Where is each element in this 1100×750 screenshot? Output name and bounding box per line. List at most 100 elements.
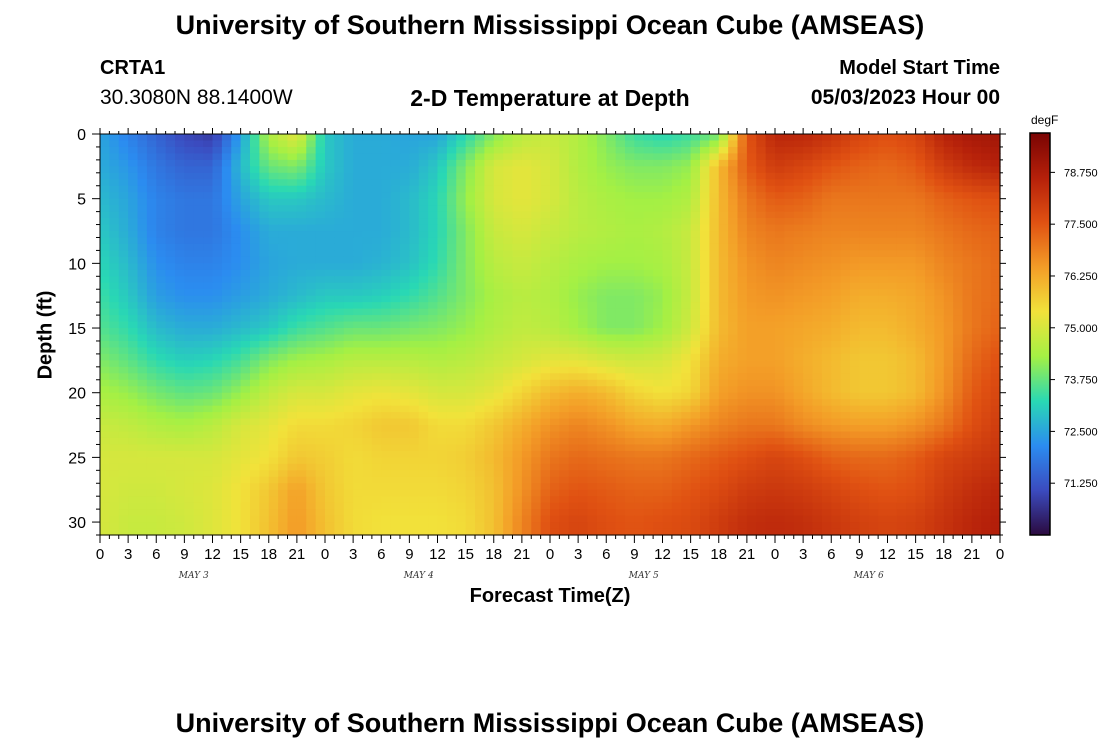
heatmap-cell <box>240 250 251 258</box>
heatmap-cell <box>971 282 982 290</box>
heatmap-cell <box>465 302 476 310</box>
heatmap-cell <box>756 211 767 219</box>
heatmap-cell <box>821 146 832 155</box>
heatmap-cell <box>578 457 589 465</box>
heatmap-cell <box>615 166 626 174</box>
heatmap-cell <box>568 431 579 439</box>
heatmap-cell <box>850 295 860 303</box>
heatmap-cell <box>343 282 354 290</box>
heatmap-cell <box>475 192 485 200</box>
heatmap-cell <box>128 399 139 407</box>
heatmap-cell <box>100 308 110 316</box>
heatmap-cell <box>962 373 973 381</box>
heatmap-cell <box>821 192 832 200</box>
heatmap-cell <box>362 315 373 323</box>
heatmap-cell <box>287 340 298 349</box>
heatmap-cell <box>634 289 645 297</box>
heatmap-cell <box>662 450 673 458</box>
heatmap-cell <box>915 457 926 465</box>
heatmap-cell <box>859 444 870 452</box>
heatmap-cell <box>165 353 176 361</box>
heatmap-cell <box>587 231 598 239</box>
heatmap-cell <box>746 289 757 297</box>
heatmap-cell <box>550 250 560 258</box>
heatmap-cell <box>812 373 823 381</box>
heatmap-cell <box>512 166 523 174</box>
heatmap-cell <box>203 353 214 361</box>
heatmap-cell <box>615 250 626 258</box>
heatmap-cell <box>165 340 176 349</box>
heatmap-cell <box>175 392 185 400</box>
heatmap-cell <box>390 231 401 239</box>
heatmap-cell <box>821 166 832 174</box>
heatmap-cell <box>165 179 176 187</box>
heatmap-cell <box>278 399 289 407</box>
heatmap-cell <box>859 282 870 290</box>
heatmap-cell <box>503 353 514 361</box>
heatmap-cell <box>100 366 110 374</box>
heatmap-cell <box>484 425 495 433</box>
heatmap-cell <box>231 172 242 180</box>
heatmap-cell <box>615 366 626 374</box>
heatmap-cell <box>334 347 345 355</box>
heatmap-cell <box>475 328 485 336</box>
heatmap-cell <box>493 295 504 303</box>
heatmap-cell <box>718 282 729 290</box>
heatmap-cell <box>531 289 542 297</box>
heatmap-cell <box>887 463 898 471</box>
heatmap-cell <box>859 231 870 239</box>
heatmap-cell <box>240 347 251 355</box>
heatmap-cell <box>343 211 354 219</box>
heatmap-cell <box>653 166 664 174</box>
heatmap-cell <box>559 140 570 148</box>
heatmap-cell <box>915 134 926 142</box>
heatmap-cell <box>203 134 214 142</box>
heatmap-cell <box>156 172 167 180</box>
heatmap-cell <box>981 347 992 355</box>
heatmap-cell <box>756 146 767 155</box>
heatmap-cell <box>596 457 607 465</box>
heatmap-cell <box>353 263 364 271</box>
heatmap-cell <box>934 392 945 400</box>
heatmap-cell <box>990 218 1001 226</box>
heatmap-cell <box>690 366 701 374</box>
heatmap-cell <box>906 308 917 316</box>
heatmap-cell <box>746 269 757 277</box>
heatmap-cell <box>568 179 579 187</box>
heatmap-cell <box>146 450 157 458</box>
heatmap-cell <box>146 347 157 355</box>
heatmap-cell <box>550 425 560 433</box>
heatmap-cell <box>606 360 617 368</box>
heatmap-cell <box>268 179 279 187</box>
heatmap-cell <box>728 146 739 155</box>
heatmap-cell <box>775 134 785 142</box>
heatmap-cell <box>793 373 804 381</box>
heatmap-cell <box>821 198 832 206</box>
heatmap-cell <box>878 276 889 284</box>
heatmap-cell <box>681 353 692 361</box>
heatmap-cell <box>615 282 626 290</box>
heatmap-cell <box>934 282 945 290</box>
heatmap-cell <box>990 308 1001 316</box>
heatmap-cell <box>278 172 289 180</box>
heatmap-cell <box>400 256 410 264</box>
heatmap-cell <box>625 250 635 258</box>
heatmap-cell <box>146 231 157 239</box>
heatmap-cell <box>653 373 664 381</box>
heatmap-cell <box>690 134 701 142</box>
heatmap-cell <box>315 328 326 336</box>
heatmap-cell <box>437 172 448 180</box>
heatmap-cell <box>709 231 720 239</box>
heatmap-cell <box>953 146 964 155</box>
heatmap-cell <box>550 166 560 174</box>
heatmap-cell <box>100 463 110 471</box>
heatmap-cell <box>596 425 607 433</box>
heatmap-cell <box>156 437 167 446</box>
heatmap-cell <box>765 250 776 258</box>
heatmap-cell <box>690 302 701 310</box>
heatmap-cell <box>859 353 870 361</box>
heatmap-cell <box>250 159 260 167</box>
heatmap-cell <box>184 153 195 161</box>
heatmap-cell <box>371 392 382 400</box>
heatmap-cell <box>606 282 617 290</box>
